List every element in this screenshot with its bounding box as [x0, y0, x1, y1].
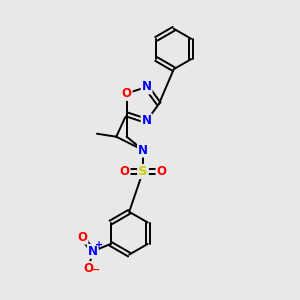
- Text: O: O: [83, 262, 93, 275]
- Text: N: N: [142, 114, 152, 128]
- Text: O: O: [156, 165, 167, 178]
- Text: S: S: [138, 165, 148, 178]
- Text: −: −: [91, 265, 101, 275]
- Text: N: N: [138, 144, 148, 157]
- Text: N: N: [142, 80, 152, 94]
- Text: O: O: [77, 231, 87, 244]
- Text: N: N: [88, 245, 98, 258]
- Text: O: O: [120, 165, 130, 178]
- Text: O: O: [122, 87, 132, 100]
- Text: +: +: [95, 240, 104, 250]
